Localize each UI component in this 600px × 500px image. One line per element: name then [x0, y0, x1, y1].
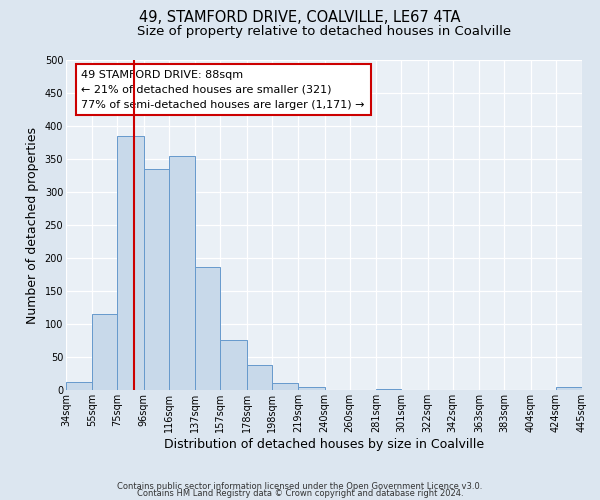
Bar	[144, 169, 169, 390]
Bar	[220, 340, 247, 390]
Bar	[92, 314, 118, 390]
Bar	[298, 386, 325, 390]
Bar	[169, 156, 196, 390]
Bar	[66, 382, 92, 390]
Bar	[247, 365, 272, 390]
X-axis label: Distribution of detached houses by size in Coalville: Distribution of detached houses by size …	[164, 438, 484, 450]
Text: Contains HM Land Registry data © Crown copyright and database right 2024.: Contains HM Land Registry data © Crown c…	[137, 488, 463, 498]
Text: 49, STAMFORD DRIVE, COALVILLE, LE67 4TA: 49, STAMFORD DRIVE, COALVILLE, LE67 4TA	[139, 10, 461, 25]
Bar	[272, 382, 298, 390]
Bar	[196, 266, 220, 390]
Bar	[556, 388, 582, 390]
Text: 49 STAMFORD DRIVE: 88sqm
← 21% of detached houses are smaller (321)
77% of semi-: 49 STAMFORD DRIVE: 88sqm ← 21% of detach…	[82, 70, 365, 110]
Title: Size of property relative to detached houses in Coalville: Size of property relative to detached ho…	[137, 25, 511, 38]
Y-axis label: Number of detached properties: Number of detached properties	[26, 126, 39, 324]
Bar	[118, 136, 144, 390]
Text: Contains public sector information licensed under the Open Government Licence v3: Contains public sector information licen…	[118, 482, 482, 491]
